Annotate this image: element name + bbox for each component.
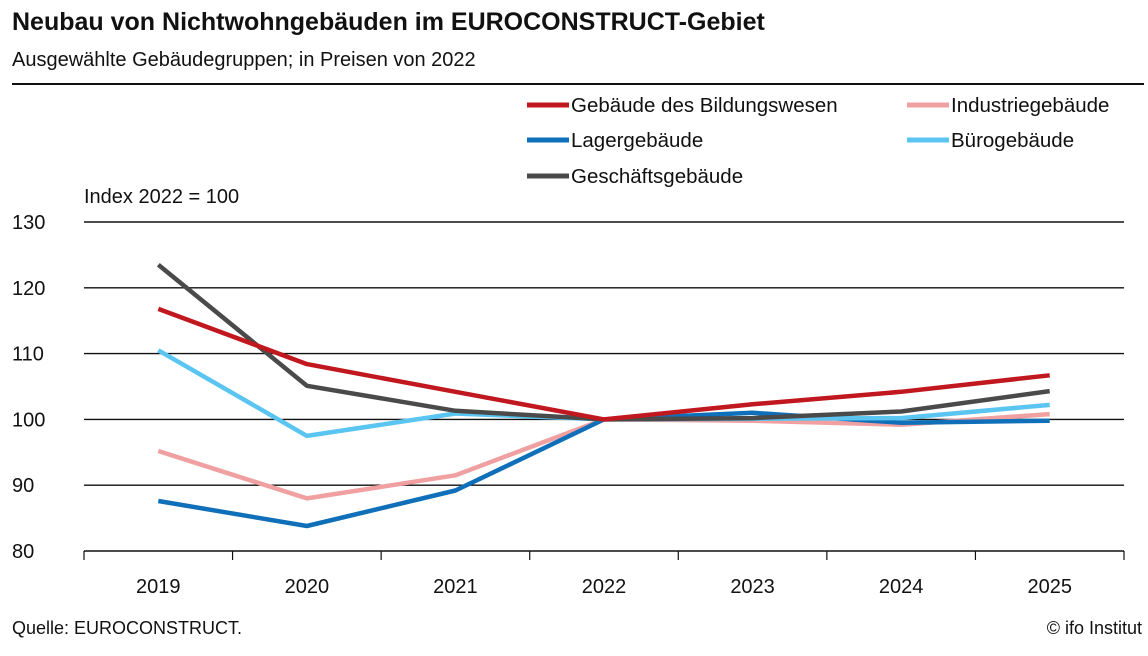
gridlines — [84, 221, 1124, 486]
chart-subtitle: Ausgewählte Gebäudegruppen; in Preisen v… — [12, 49, 476, 71]
y-tick-label: 120 — [12, 278, 45, 300]
y-tick-label: 100 — [12, 409, 45, 431]
header-divider — [12, 83, 1144, 85]
x-tick-label: 2019 — [136, 576, 181, 598]
y-axis-ticks: 80 90 100 110 120 130 — [12, 212, 45, 563]
y-tick-label: 90 — [12, 475, 34, 497]
x-tick-label: 2024 — [879, 576, 924, 598]
series-lines — [156, 263, 1051, 529]
y-tick-label: 130 — [12, 212, 45, 234]
legend-label: Lagergebäude — [571, 129, 703, 152]
legend-label: Geschäftsgebäude — [571, 165, 743, 188]
series-line — [157, 306, 1050, 422]
x-tick-label: 2022 — [582, 576, 627, 598]
legend-label: Industriegebäude — [951, 94, 1109, 117]
x-tick-label: 2025 — [1027, 576, 1072, 598]
legend-label: Bürogebäude — [951, 129, 1074, 152]
y-tick-label: 110 — [12, 344, 44, 366]
y-axis-label: Index 2022 = 100 — [84, 186, 239, 208]
y-tick-label: 80 — [12, 541, 34, 563]
x-tick-label: 2023 — [730, 576, 775, 598]
chart-title: Neubau von Nichtwohngebäuden im EUROCONS… — [12, 8, 765, 36]
copyright-note: © ifo Institut — [1046, 618, 1142, 638]
legend: Gebäude des Bildungswesen Industriegebäud… — [527, 94, 1109, 188]
x-tick-label: 2020 — [285, 576, 330, 598]
source-note: Quelle: EUROCONSTRUCT. — [12, 618, 243, 638]
x-axis: 2019 2020 2021 2022 2023 2024 2025 — [83, 550, 1125, 598]
legend-label: Gebäude des Bildungswesen — [571, 94, 838, 117]
x-tick-label: 2021 — [433, 576, 478, 598]
